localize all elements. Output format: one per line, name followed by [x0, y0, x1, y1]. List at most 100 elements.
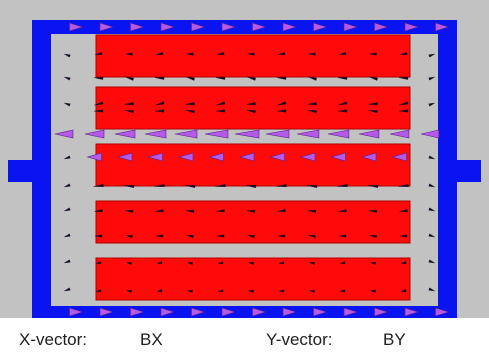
- arrow-bottom-11: [404, 307, 420, 317]
- arrow-small-r2-3: [185, 102, 195, 106]
- arrow-small-r0-6: [278, 51, 286, 55]
- arrow-small-r6-7: [308, 235, 316, 239]
- arrow-gap-upper-0: [54, 129, 74, 139]
- arrow-small-r0-8: [339, 51, 347, 55]
- arrow-right-col-6: [428, 233, 435, 238]
- arrow-gap-upper-8: [297, 129, 320, 139]
- arrow-gap-upper-6: [234, 129, 260, 139]
- arrow-bar3-top-6: [269, 152, 285, 162]
- arrow-small-r6-6: [277, 234, 286, 238]
- arrow-small-r1-6: [276, 76, 287, 80]
- arrow-right-col-5: [428, 207, 435, 212]
- arrow-top-12: [435, 22, 450, 32]
- arrow-small-r0-2: [156, 51, 164, 55]
- arrow-bar3-top-7: [299, 152, 316, 162]
- arrow-bar3-top-2: [147, 152, 163, 162]
- red-bar-2: [95, 86, 411, 130]
- arrow-gap-upper-12: [421, 129, 440, 139]
- arrow-gap-upper-9: [328, 129, 350, 139]
- arrow-small-r5-1: [124, 209, 134, 213]
- arrow-small-r3-7: [307, 109, 317, 114]
- arrow-small-r2-0: [94, 101, 104, 106]
- arrow-bottom-1: [99, 307, 115, 317]
- arrow-small-r6-1: [125, 235, 133, 239]
- arrow-small-r5-9: [368, 209, 378, 213]
- arrow-small-r5-8: [338, 209, 347, 213]
- arrow-small-r6-5: [247, 235, 255, 239]
- arrow-small-r5-7: [307, 209, 317, 213]
- arrow-bar3-top-8: [330, 152, 346, 162]
- arrow-small-r2-5: [246, 102, 256, 106]
- arrow-small-r2-10: [399, 101, 409, 106]
- arrow-left-col-0: [64, 53, 71, 58]
- arrow-small-r5-2: [155, 209, 164, 213]
- arrow-small-r5-3: [185, 209, 195, 213]
- arrow-bar3-top-9: [360, 152, 377, 162]
- arrow-small-r5-10: [399, 209, 408, 213]
- arrow-small-r8-4: [217, 289, 224, 293]
- arrow-small-r0-3: [186, 52, 194, 56]
- arrow-bar3-top-0: [86, 152, 102, 162]
- arrow-bar3-top-3: [177, 152, 194, 162]
- arrow-small-r0-7: [308, 52, 316, 56]
- arrow-small-r0-10: [400, 51, 408, 55]
- arrow-bottom-3: [160, 307, 176, 317]
- arrow-right-col-1: [428, 76, 435, 81]
- arrow-small-r1-7: [307, 76, 317, 81]
- arrow-small-r2-7: [307, 102, 317, 106]
- arrow-right-col-0: [428, 53, 435, 58]
- arrow-small-r1-3: [185, 76, 195, 81]
- arrow-small-r4-9: [367, 185, 379, 188]
- arrow-gap-upper-3: [144, 129, 167, 139]
- arrow-small-r1-10: [398, 76, 409, 80]
- arrow-small-r8-1: [125, 289, 132, 293]
- y-vector-value[interactable]: BY: [383, 330, 406, 349]
- arrow-left-col-5: [64, 207, 71, 212]
- arrow-small-r8-8: [339, 289, 346, 293]
- arrow-bottom-2: [130, 307, 145, 317]
- arrow-small-r3-3: [185, 109, 195, 114]
- arrow-small-r4-3: [184, 185, 196, 188]
- arrow-bottom-10: [374, 307, 389, 317]
- arrow-small-r0-0: [95, 51, 103, 55]
- arrow-small-r7-0: [95, 261, 102, 265]
- arrow-small-r6-3: [186, 235, 194, 239]
- arrow-small-r5-6: [277, 209, 286, 213]
- frame-right-stub: [455, 160, 481, 182]
- arrow-small-r8-0: [95, 289, 102, 293]
- arrow-small-r6-10: [399, 234, 408, 238]
- arrow-top-5: [221, 22, 237, 32]
- arrow-small-r7-7: [308, 261, 315, 265]
- arrow-small-r0-9: [369, 52, 377, 56]
- arrow-right-col-8: [428, 287, 435, 292]
- arrow-small-r3-5: [246, 109, 256, 114]
- arrow-small-r7-5: [247, 261, 254, 265]
- arrow-small-r7-3: [186, 261, 193, 265]
- arrow-left-col-8: [64, 287, 71, 292]
- arrow-bottom-5: [221, 307, 237, 317]
- x-vector-value[interactable]: BX: [140, 330, 163, 349]
- arrow-top-3: [160, 22, 176, 32]
- arrow-top-10: [374, 22, 389, 32]
- arrow-small-r8-6: [278, 289, 285, 293]
- arrow-small-r4-1: [123, 185, 135, 188]
- arrow-small-r2-9: [368, 102, 378, 106]
- arrow-left-col-2: [64, 102, 71, 107]
- arrow-small-r2-4: [216, 101, 226, 106]
- arrow-gap-upper-11: [390, 129, 410, 139]
- arrow-small-r7-1: [125, 261, 132, 265]
- arrow-small-r8-7: [308, 289, 315, 293]
- arrow-small-r6-0: [94, 234, 103, 238]
- arrow-small-r8-5: [247, 289, 254, 293]
- arrow-gap-upper-10: [359, 129, 380, 139]
- arrow-small-r7-6: [278, 261, 285, 265]
- arrow-small-r7-4: [217, 261, 224, 265]
- arrow-bottom-0: [69, 307, 84, 317]
- arrow-small-r8-3: [186, 289, 193, 293]
- arrow-small-r3-10: [398, 109, 409, 113]
- arrow-right-col-2: [428, 102, 435, 107]
- arrow-bottom-4: [191, 307, 206, 317]
- arrow-bottom-12: [435, 307, 450, 317]
- red-bar-1: [95, 34, 411, 78]
- arrow-top-4: [191, 22, 206, 32]
